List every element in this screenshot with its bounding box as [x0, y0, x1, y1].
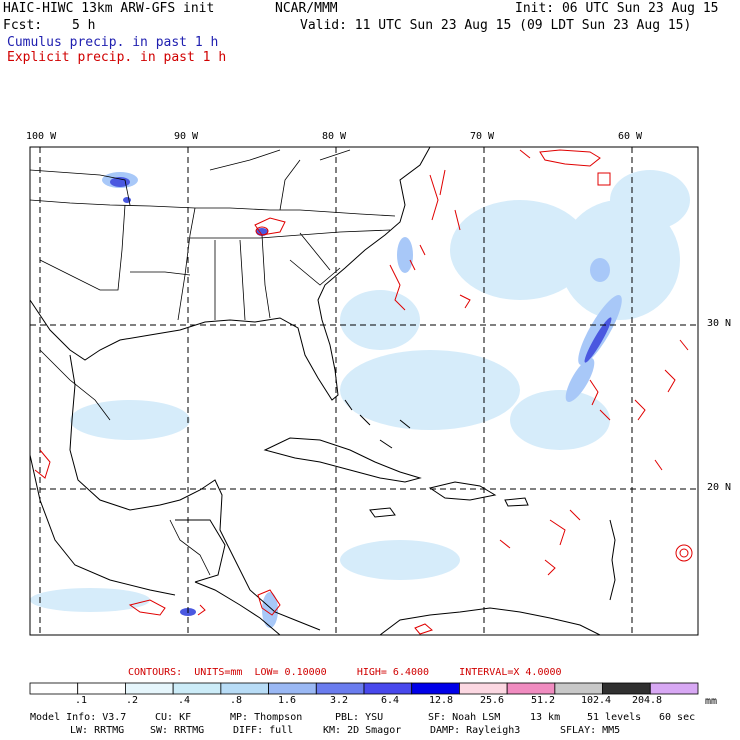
- vertical-levels: 51 levels: [587, 712, 642, 723]
- surface-scheme: SF: Noah LSM: [428, 712, 501, 723]
- surface-layer-option: SFLAY: MM5: [560, 725, 621, 736]
- colorbar-swatch: [77, 682, 126, 695]
- cumulus-precip-light: [30, 170, 690, 612]
- colorbar-swatch: [29, 682, 79, 695]
- colorbar-label: 1.6: [277, 695, 297, 706]
- lon-label-60w: 60 W: [618, 131, 643, 142]
- cumulus-scheme: CU: KF: [155, 712, 192, 723]
- colorbar-swatch: [315, 682, 365, 695]
- coastlines: [30, 147, 616, 635]
- map-frame-border: [29, 146, 699, 636]
- colorbar-label: .2: [125, 695, 139, 706]
- explicit-legend: Explicit precip. in past 1 h: [7, 50, 227, 65]
- lon-label-80w: 80 W: [322, 131, 347, 142]
- colorbar-label: 204.8: [631, 695, 663, 706]
- org-label: NCAR/MMM: [275, 1, 338, 16]
- grid-spacing: 13 km: [530, 712, 561, 723]
- colorbar-swatch: [220, 682, 269, 695]
- colorbar-label: 25.6: [479, 695, 505, 706]
- init-time: Init: 06 UTC Sun 23 Aug 15: [515, 1, 719, 16]
- colorbar-label: 12.8: [428, 695, 454, 706]
- valid-time: Valid: 11 UTC Sun 23 Aug 15 (09 LDT Sun …: [300, 18, 692, 33]
- time-step: 60 sec: [659, 712, 696, 723]
- colorbar-swatch: [125, 682, 174, 695]
- colorbar-swatch: [363, 682, 413, 695]
- colorbar-swatch: [554, 682, 603, 695]
- diffusion-option: DIFF: full: [233, 725, 294, 736]
- colorbar-swatch: [506, 682, 556, 695]
- lat-lon-grid: [30, 147, 698, 635]
- colorbar-swatch: [602, 682, 651, 695]
- colorbar-label: 6.4: [380, 695, 400, 706]
- explicit-precip-contours: [34, 149, 693, 635]
- lat-label-20n: 20 N: [707, 482, 732, 493]
- colorbar-swatch: [649, 682, 699, 695]
- lon-label-90w: 90 W: [174, 131, 199, 142]
- colorbar-swatch: [268, 682, 317, 695]
- model-title: HAIC-HIWC 13km ARW-GFS init: [3, 1, 215, 16]
- colorbar-label: 51.2: [530, 695, 556, 706]
- colorbar-label: .8: [229, 695, 243, 706]
- lon-label-70w: 70 W: [470, 131, 495, 142]
- colorbar-swatch: [172, 682, 222, 695]
- colorbar-label: 102.4: [580, 695, 612, 706]
- colorbar-swatch: [459, 682, 508, 695]
- longwave-scheme: LW: RRTMG: [70, 725, 125, 736]
- contour-info: CONTOURS: UNITS=mm LOW= 0.10000 HIGH= 6.…: [128, 667, 562, 678]
- colorbar-label: .1: [74, 695, 88, 706]
- colorbar-label: 3.2: [329, 695, 349, 706]
- colorbar-swatch: [411, 682, 460, 695]
- lon-label-100w: 100 W: [26, 131, 57, 142]
- forecast-label: Fcst:: [3, 18, 43, 33]
- lat-label-30n: 30 N: [707, 318, 732, 329]
- cumulus-precip-dark: [110, 177, 612, 616]
- political-borders: [30, 149, 396, 576]
- microphysics-scheme: MP: Thompson: [230, 712, 303, 723]
- cumulus-legend: Cumulus precip. in past 1 h: [7, 35, 219, 50]
- damping-option: DAMP: Rayleigh3: [430, 725, 521, 736]
- model-info: Model Info: V3.7: [30, 712, 127, 723]
- colorbar-label: .4: [177, 695, 191, 706]
- eddy-coefficient-option: KM: 2D Smagor: [323, 725, 402, 736]
- pbl-scheme: PBL: YSU: [335, 712, 384, 723]
- colorbar-unit: mm: [705, 696, 718, 707]
- shortwave-scheme: SW: RRTMG: [150, 725, 205, 736]
- forecast-hour: 5 h: [72, 18, 96, 33]
